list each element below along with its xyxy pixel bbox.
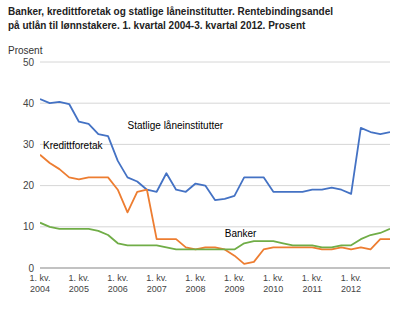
subtitle: på utlån til lønnstakere. 1. kvartal 200… — [8, 20, 306, 31]
y-tick-label: 50 — [23, 57, 35, 68]
grid-line — [40, 226, 390, 227]
x-tick-label: 1. kv.2008 — [185, 273, 206, 294]
lines — [40, 99, 390, 264]
series-line — [40, 223, 390, 250]
x-tick-label: 1. kv.2004 — [30, 273, 51, 294]
y-tick-label: 20 — [23, 180, 35, 191]
y-axis-label: Prosent — [8, 45, 43, 56]
grid-line — [40, 62, 390, 63]
series-line — [40, 99, 390, 200]
x-axis — [40, 268, 390, 269]
y-grid — [40, 62, 390, 268]
title: Banker, kredittforetak og statlige lånei… — [8, 6, 333, 17]
y-tick-label: 0 — [28, 263, 34, 274]
grid-line — [40, 103, 390, 104]
series-label: Banker — [225, 228, 257, 239]
x-tick-label: 1. kv.2005 — [68, 273, 89, 294]
series-line — [40, 155, 390, 264]
chart: Banker, kredittforetak og statlige lånei… — [0, 0, 400, 320]
series-label: Statlige låneinstitutter — [128, 120, 224, 131]
x-tick-label: 1. kv.2009 — [224, 273, 245, 294]
background — [0, 0, 400, 320]
grid-line — [40, 185, 390, 186]
y-tick-label: 40 — [23, 98, 35, 109]
x-tick-label: 1. kv.2006 — [107, 273, 128, 294]
grid-line — [40, 268, 390, 269]
x-tick-label: 1. kv.2011 — [302, 273, 323, 294]
x-tick-label: 1. kv.2012 — [341, 273, 362, 294]
y-tick-label: 30 — [23, 139, 35, 150]
y-tick-label: 10 — [23, 221, 35, 232]
x-tick-label: 1. kv.2007 — [146, 273, 167, 294]
x-tick-label: 1. kv.2010 — [263, 273, 284, 294]
series-label: Kredittforetak — [43, 140, 103, 151]
